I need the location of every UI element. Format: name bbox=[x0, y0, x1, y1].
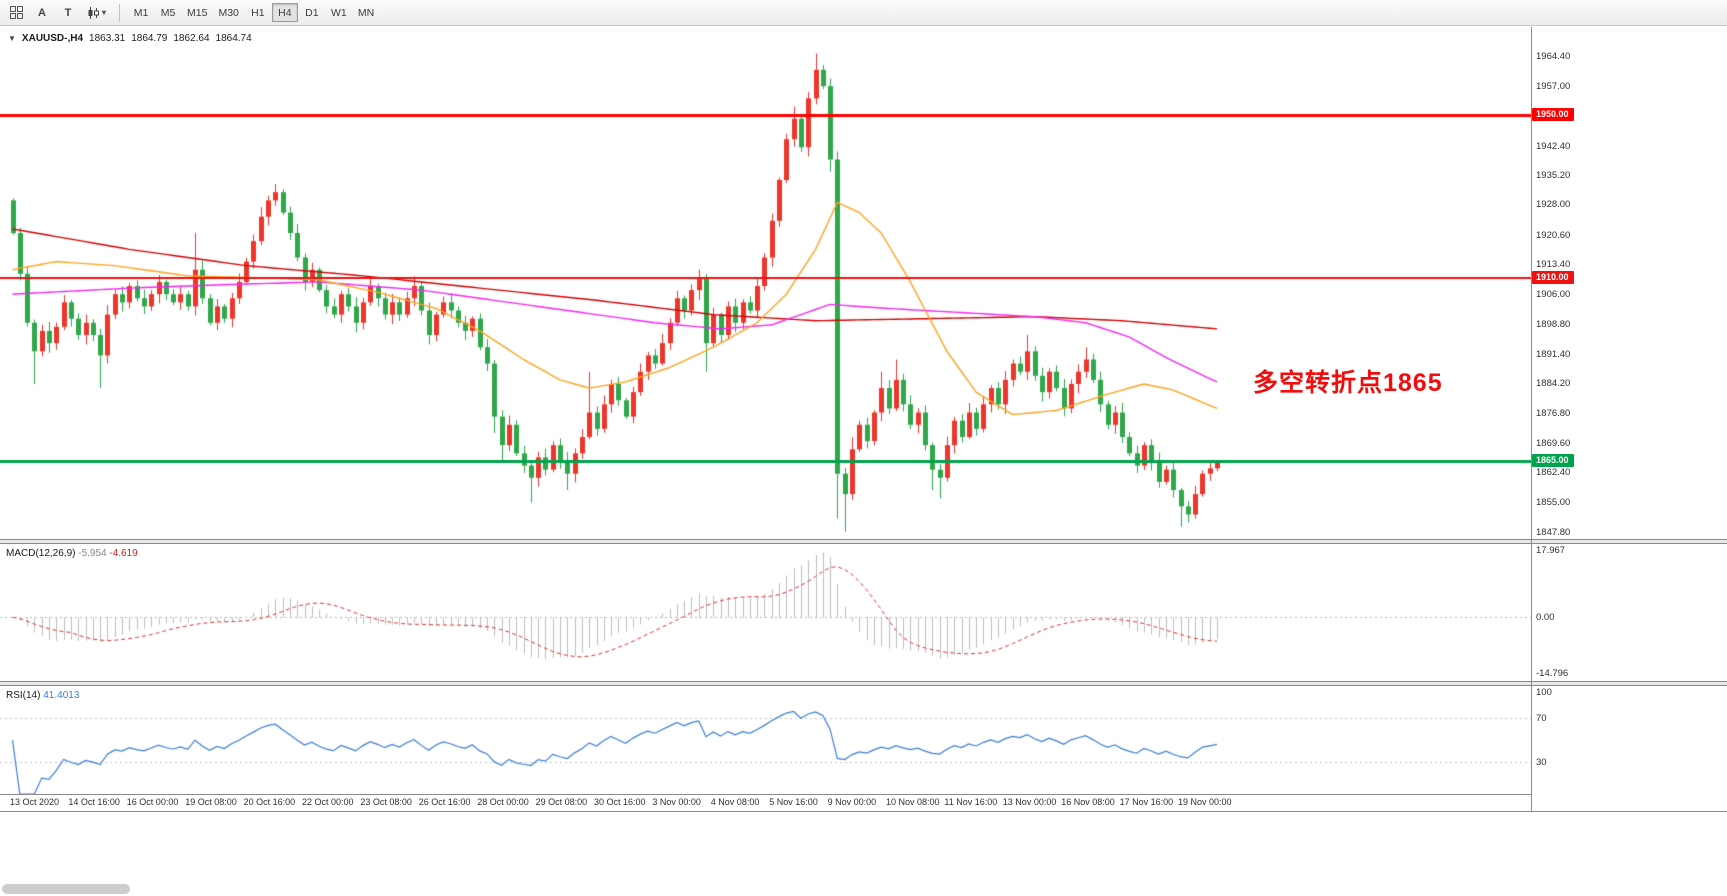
time-axis-label: 30 Oct 16:00 bbox=[594, 797, 646, 807]
time-axis[interactable] bbox=[0, 794, 1531, 811]
time-axis-label: 9 Nov 00:00 bbox=[827, 797, 877, 807]
time-axis-label: 19 Oct 08:00 bbox=[185, 797, 237, 807]
time-axis-label: 19 Nov 00:00 bbox=[1178, 797, 1232, 807]
time-axis-label: 4 Nov 08:00 bbox=[710, 797, 760, 807]
macd-scale-label: -14.796 bbox=[1536, 667, 1569, 679]
chart-title: ▼ XAUUSD-,H4 1863.31 1864.79 1862.64 186… bbox=[8, 33, 252, 44]
price-scale-label: 1942.40 bbox=[1536, 140, 1571, 152]
price-scale-label: 1876.80 bbox=[1536, 408, 1571, 420]
time-axis-label: 29 Oct 08:00 bbox=[535, 797, 588, 807]
macd-signal-value: -4.619 bbox=[109, 548, 138, 559]
price-scale-label: 1928.00 bbox=[1536, 199, 1571, 211]
ohlc-low: 1862.64 bbox=[173, 33, 210, 44]
price-chart-canvas[interactable] bbox=[0, 29, 1531, 539]
rsi-indicator-label: RSI(14) 41.4013 bbox=[6, 690, 79, 701]
macd-indicator-label: MACD(12,26,9) -5.954 -4.619 bbox=[6, 548, 138, 559]
price-line-badge: 1865.00 bbox=[1532, 454, 1574, 468]
time-axis-label: 17 Nov 16:00 bbox=[1119, 797, 1174, 807]
chart-annotation-text[interactable]: 多空转折点1865 bbox=[1253, 369, 1443, 397]
timeframe-mn-button[interactable]: MN bbox=[353, 3, 379, 22]
price-line-badge: 1910.00 bbox=[1532, 270, 1574, 284]
text-tool-t-button[interactable]: T bbox=[56, 3, 80, 23]
chevron-down-icon: ▾ bbox=[102, 8, 107, 17]
timeframe-h1-button[interactable]: H1 bbox=[245, 3, 271, 22]
price-scale-label: 1964.40 bbox=[1536, 50, 1571, 62]
timeframe-m5-button[interactable]: M5 bbox=[155, 3, 181, 22]
price-scale-label: 1906.00 bbox=[1536, 289, 1571, 301]
ohlc-open: 1863.31 bbox=[89, 33, 126, 44]
price-scale-divider bbox=[1531, 27, 1532, 811]
tile-windows-icon bbox=[9, 6, 23, 19]
panel-separator-rsi[interactable] bbox=[0, 681, 1727, 686]
candlestick-style-icon bbox=[88, 6, 99, 19]
chart-style-button[interactable]: ▾ bbox=[82, 3, 111, 23]
price-scale-label: 1957.00 bbox=[1536, 81, 1571, 93]
price-scale-label: 1855.00 bbox=[1536, 497, 1571, 509]
tile-windows-button[interactable] bbox=[4, 3, 28, 23]
price-scale-label: 1869.60 bbox=[1536, 437, 1571, 449]
time-axis-label: 23 Oct 08:00 bbox=[360, 797, 412, 807]
timeframe-h4-button[interactable]: H4 bbox=[271, 3, 298, 22]
price-scale-label: 1898.80 bbox=[1536, 318, 1571, 330]
time-axis-label: 26 Oct 16:00 bbox=[418, 797, 471, 807]
collapse-icon: ▼ bbox=[8, 34, 16, 43]
time-axis-label: 28 Oct 00:00 bbox=[477, 797, 529, 807]
timeframe-d1-button[interactable]: D1 bbox=[299, 3, 325, 22]
time-axis-label: 11 Nov 16:00 bbox=[944, 797, 998, 807]
price-scale-label: 1920.60 bbox=[1536, 229, 1571, 241]
price-scale-label: 1862.40 bbox=[1536, 467, 1571, 479]
macd-scale-label: 17.967 bbox=[1536, 544, 1566, 556]
time-axis-label: 5 Nov 16:00 bbox=[769, 797, 818, 807]
chart-window: ▼ XAUUSD-,H4 1863.31 1864.79 1862.64 186… bbox=[0, 27, 1727, 812]
timeframe-m15-button[interactable]: M15 bbox=[182, 3, 212, 22]
time-axis-label: 22 Oct 00:00 bbox=[302, 797, 354, 807]
rsi-scale-label: 30 bbox=[1536, 756, 1547, 768]
price-scale-label: 1935.20 bbox=[1536, 170, 1571, 182]
time-axis-label: 10 Nov 08:00 bbox=[886, 797, 940, 807]
macd-scale-label: 0.00 bbox=[1536, 612, 1555, 624]
price-scale-label: 1884.20 bbox=[1536, 378, 1571, 390]
rsi-scale-label: 100 bbox=[1536, 687, 1552, 698]
macd-indicator-canvas[interactable] bbox=[0, 544, 1531, 681]
time-axis-label: 13 Oct 2020 bbox=[10, 797, 60, 807]
time-axis-label: 16 Nov 08:00 bbox=[1061, 797, 1115, 807]
rsi-value: 41.4013 bbox=[43, 690, 80, 701]
macd-main-value: -5.954 bbox=[78, 548, 107, 559]
panel-separator-macd[interactable] bbox=[0, 539, 1727, 544]
time-axis-label: 14 Oct 16:00 bbox=[68, 797, 120, 807]
timeframe-w1-button[interactable]: W1 bbox=[326, 3, 352, 22]
time-axis-label: 13 Nov 00:00 bbox=[1002, 797, 1057, 807]
timeframe-m30-button[interactable]: M30 bbox=[213, 3, 243, 22]
toolbar-separator bbox=[119, 3, 121, 22]
rsi-scale-label: 70 bbox=[1536, 713, 1547, 725]
timeframe-group: M1 M5 M15 M30 H1 H4 D1 W1 MN bbox=[128, 3, 379, 22]
price-scale-label: 1847.80 bbox=[1536, 526, 1571, 538]
price-scale-label: 1913.40 bbox=[1536, 259, 1571, 270]
ohlc-close: 1864.74 bbox=[215, 33, 252, 44]
rsi-indicator-canvas[interactable] bbox=[0, 686, 1531, 794]
price-line-badge: 1950.00 bbox=[1532, 107, 1574, 121]
timeframe-m1-button[interactable]: M1 bbox=[128, 3, 154, 22]
symbol-timeframe-label: XAUUSD-,H4 bbox=[21, 33, 84, 44]
ohlc-high: 1864.79 bbox=[131, 33, 168, 44]
price-scale-label: 1891.40 bbox=[1536, 348, 1571, 360]
time-axis-label: 20 Oct 16:00 bbox=[243, 797, 296, 807]
macd-name: MACD(12,26,9) bbox=[6, 548, 76, 559]
time-axis-label: 3 Nov 00:00 bbox=[652, 797, 701, 807]
text-tool-a-button[interactable]: A bbox=[30, 3, 54, 23]
toolbar: A T ▾ M1 M5 M15 M30 H1 H4 D1 W1 MN bbox=[0, 0, 1727, 26]
horizontal-scrollbar-thumb[interactable] bbox=[2, 884, 130, 894]
time-axis-label: 16 Oct 00:00 bbox=[126, 797, 179, 807]
rsi-name: RSI(14) bbox=[6, 690, 41, 701]
